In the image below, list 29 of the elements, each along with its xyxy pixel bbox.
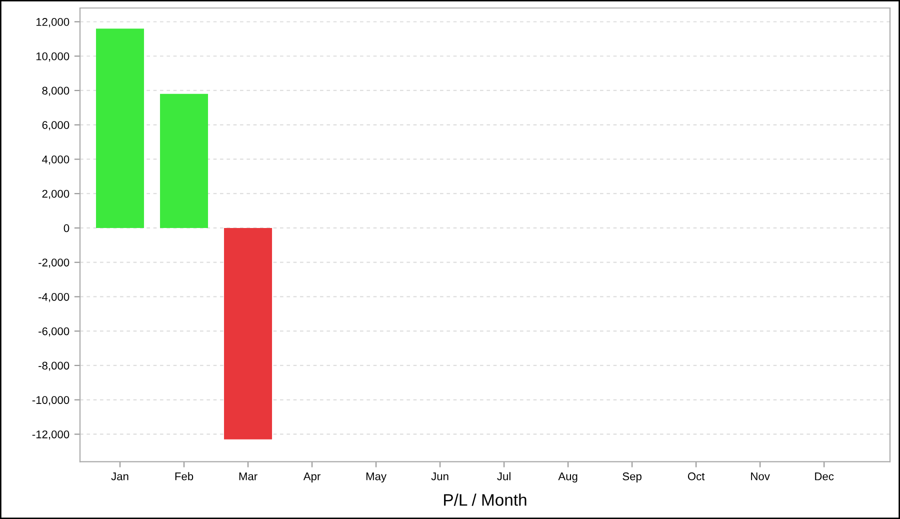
y-tick-label: 8,000 (42, 86, 70, 96)
x-tick-label: Feb (175, 472, 194, 480)
y-tick-label: 12,000 (36, 18, 70, 28)
y-tick-label: 6,000 (42, 121, 70, 130)
x-tick-label: Jan (111, 472, 128, 480)
y-tick-label: -4,000 (38, 292, 70, 302)
x-tick-label: May (366, 472, 387, 482)
x-tick-label: Sep (622, 472, 642, 482)
y-tick-label: 4,000 (42, 156, 70, 165)
y-tick-label: -8,000 (38, 362, 70, 371)
x-tick-label: Oct (688, 472, 705, 480)
y-tick-label: -2,000 (38, 258, 70, 268)
y-tick-label: 0 (64, 224, 70, 232)
x-tick-label: Nov (751, 472, 770, 480)
y-tick-label: -12,000 (32, 430, 70, 440)
bar (96, 28, 144, 228)
x-tick-label: Jul (497, 472, 510, 480)
y-tick-label: 10,000 (36, 52, 70, 62)
x-tick-label: Mar (239, 472, 258, 480)
x-tick-label: Dec (815, 472, 834, 480)
x-axis-title: P/L / Month (444, 494, 526, 506)
x-tick-label: Jun (431, 472, 448, 480)
y-tick-label: 2,000 (42, 190, 70, 200)
bar (224, 228, 272, 440)
y-tick-label: -6,000 (38, 327, 70, 337)
bar (160, 94, 208, 228)
y-tick-label: -10,000 (32, 396, 70, 406)
x-tick-label: Aug (558, 472, 578, 482)
x-tick-label: Apr (303, 472, 320, 482)
